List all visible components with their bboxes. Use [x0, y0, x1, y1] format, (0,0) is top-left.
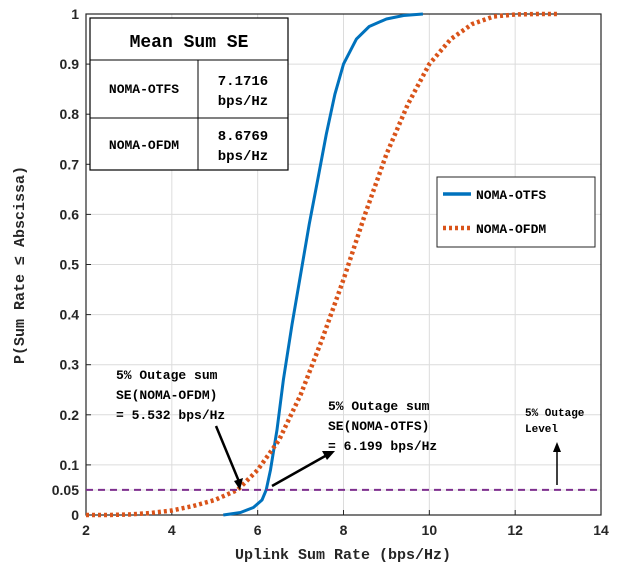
- x-axis-label: Uplink Sum Rate (bps/Hz): [235, 547, 451, 564]
- legend: NOMA-OTFS NOMA-OFDM: [436, 176, 596, 248]
- legend-label-ofdm: NOMA-OFDM: [476, 222, 546, 237]
- annotation-outage-level: 5% Outage Level: [525, 408, 585, 485]
- y-tick-label: 0.3: [60, 357, 80, 373]
- annotation-otfs-outage: 5% Outage sum SE(NOMA-OTFS) = 6.199 bps/…: [271, 399, 437, 488]
- x-tick-label: 6: [254, 522, 262, 538]
- x-axis: 2 4 6 8 10 12 14: [82, 510, 609, 538]
- annotation-line: SE(NOMA-OTFS): [328, 419, 429, 434]
- table-row-unit: bps/Hz: [218, 94, 268, 110]
- table-row-value: 7.1716: [218, 74, 268, 90]
- series-line-noma-ofdm: [86, 11, 559, 518]
- y-axis: 0 0.05 0.1 0.2 0.3 0.4 0.5 0.6 0.7 0.8 0.9 1: [52, 6, 91, 523]
- y-tick-label: 0.8: [60, 106, 80, 122]
- annotation-line: Level: [525, 424, 558, 436]
- annotation-line: = 5.532 bps/Hz: [116, 408, 225, 423]
- annotation-line: = 6.199 bps/Hz: [328, 439, 437, 454]
- x-tick-label: 4: [168, 522, 176, 538]
- series-layer: [86, 11, 601, 518]
- y-tick-label: 0.05: [52, 482, 79, 498]
- annotation-line: 5% Outage sum: [328, 399, 430, 414]
- y-tick-label: 0.5: [60, 257, 80, 273]
- x-tick-label: 14: [593, 522, 609, 538]
- y-tick-label: 0.6: [60, 206, 80, 222]
- legend-label-otfs: NOMA-OTFS: [476, 188, 546, 203]
- series-line-noma-otfs: [223, 12, 424, 517]
- annotation-line: SE(NOMA-OFDM): [116, 388, 217, 403]
- y-tick-label: 0.1: [60, 457, 80, 473]
- y-tick-label: 0.4: [60, 307, 80, 323]
- y-tick-label: 0.7: [60, 156, 80, 172]
- table-frame: [89, 17, 289, 171]
- legend-frame: [436, 176, 596, 248]
- annotation-arrow: [214, 425, 242, 485]
- annotation-line: 5% Outage sum: [116, 368, 218, 383]
- annotation-arrowhead: [322, 451, 335, 460]
- x-tick-label: 12: [507, 522, 523, 538]
- y-tick-label: 1: [71, 6, 79, 22]
- annotation-line: 5% Outage: [525, 408, 585, 420]
- mean-sum-se-table: Mean Sum SE NOMA-OTFS 7.1716 bps/Hz NOMA…: [89, 17, 289, 171]
- y-axis-label: P(Sum Rate ≤ Abscissa): [12, 166, 29, 364]
- y-tick-label: 0.9: [60, 56, 80, 72]
- table-title: Mean Sum SE: [130, 33, 249, 53]
- y-tick-label: 0: [71, 507, 79, 523]
- annotation-arrowhead: [234, 478, 243, 490]
- table-row-label: NOMA-OFDM: [109, 138, 179, 153]
- x-tick-label: 10: [422, 522, 438, 538]
- x-tick-label: 2: [82, 522, 90, 538]
- annotation-arrow: [271, 453, 328, 488]
- table-row-unit: bps/Hz: [218, 149, 268, 165]
- x-tick-label: 8: [340, 522, 348, 538]
- annotation-arrowhead: [553, 442, 561, 452]
- table-row-label: NOMA-OTFS: [109, 82, 179, 97]
- y-tick-label: 0.2: [60, 407, 80, 423]
- annotation-ofdm-outage: 5% Outage sum SE(NOMA-OFDM) = 5.532 bps/…: [116, 368, 243, 490]
- table-row-value: 8.6769: [218, 129, 268, 145]
